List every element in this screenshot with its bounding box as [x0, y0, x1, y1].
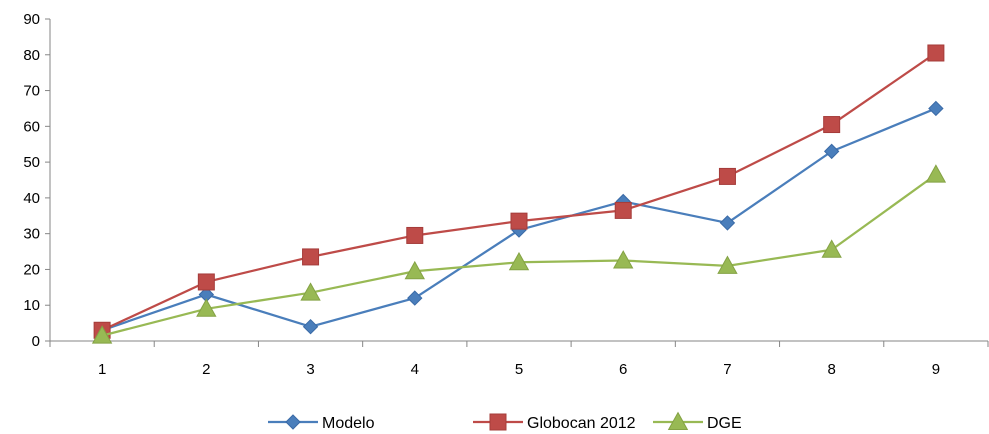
- x-tick-label: 6: [619, 361, 627, 378]
- data-point-globocan-2012: [197, 273, 215, 291]
- series-dge: [91, 164, 947, 344]
- data-point-globocan-2012: [510, 212, 528, 230]
- y-tick-label: 60: [23, 118, 40, 135]
- x-tick-label: 9: [932, 361, 940, 378]
- data-point-globocan-2012: [406, 226, 424, 244]
- data-point-dge: [821, 239, 842, 258]
- legend-marker: [667, 411, 689, 430]
- data-point-modelo: [719, 215, 736, 231]
- y-tick-label: 0: [32, 333, 40, 350]
- y-tick-labels: 0 10 20 30 40 50 60 70 80 90: [23, 11, 40, 350]
- y-tick-label: 80: [23, 47, 40, 64]
- data-point-modelo: [928, 100, 944, 117]
- y-tick-label: 70: [23, 83, 40, 100]
- data-point-modelo: [302, 318, 319, 335]
- legend-item-modelo: Modelo: [268, 414, 375, 432]
- chart-legend: Modelo Globocan 2012 DGE: [268, 411, 742, 432]
- x-tick-label: 4: [411, 361, 419, 378]
- legend-item-globocan-2012: Globocan 2012: [473, 413, 636, 432]
- y-tick-label: 30: [23, 226, 40, 243]
- data-point-modelo: [823, 143, 840, 160]
- data-point-globocan-2012: [927, 44, 945, 62]
- data-point-dge: [91, 325, 113, 344]
- x-tick-label: 5: [515, 361, 523, 378]
- x-tick-label: 2: [202, 361, 210, 378]
- chart-axes: [45, 18, 989, 347]
- data-point-dge: [508, 251, 530, 271]
- legend-marker: [489, 413, 507, 431]
- y-tick-label: 20: [23, 261, 40, 278]
- data-point-dge: [613, 250, 634, 269]
- data-point-globocan-2012: [718, 167, 736, 185]
- data-point-dge: [404, 260, 425, 280]
- data-point-globocan-2012: [614, 201, 632, 219]
- legend-label: Modelo: [322, 415, 375, 432]
- legend-item-dge: DGE: [653, 411, 742, 432]
- legend-marker: [285, 414, 301, 430]
- data-point-globocan-2012: [302, 248, 320, 266]
- data-point-dge: [300, 282, 321, 301]
- x-tick-label: 3: [306, 361, 314, 378]
- data-point-globocan-2012: [823, 116, 841, 134]
- x-tick-label: 8: [827, 361, 835, 378]
- x-tick-label: 1: [98, 361, 106, 378]
- series-line-globocan-2012: [101, 52, 937, 332]
- x-tick-label: 7: [723, 361, 731, 378]
- y-tick-label: 90: [23, 11, 40, 28]
- legend-label: DGE: [707, 415, 742, 432]
- data-point-dge: [196, 298, 217, 317]
- y-tick-label: 50: [23, 154, 40, 171]
- chart-series: [91, 44, 947, 344]
- legend-label: Globocan 2012: [527, 415, 636, 432]
- data-point-modelo: [407, 290, 423, 306]
- series-globocan-2012: [93, 44, 945, 339]
- y-tick-label: 10: [23, 297, 40, 314]
- data-point-dge: [717, 255, 738, 274]
- y-tick-label: 40: [23, 190, 40, 207]
- data-point-dge: [925, 164, 947, 183]
- x-tick-labels: 1 2 3 4 5 6 7 8 9: [98, 361, 940, 378]
